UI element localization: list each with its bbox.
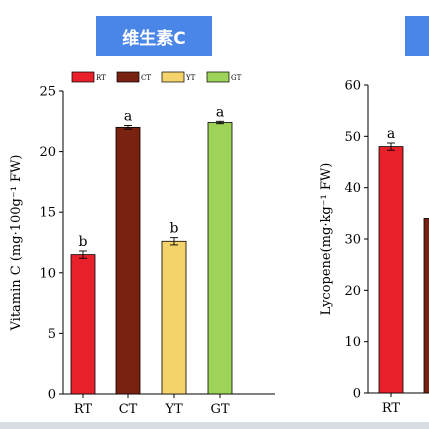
legend-swatch-rt [71,71,95,83]
legend-swatch-yt [161,71,185,83]
vitc-y-tick-label: 10 [39,266,56,281]
lyco-y-tick-label: 10 [344,335,361,350]
vitc-x-tick-label: GT [210,402,229,417]
vitc-y-tick-label: 0 [48,388,56,403]
vitc-bar-rt [70,254,96,395]
lyco-y-tick-label: 30 [344,233,361,248]
lyco-y-axis-label: Lycopene(mg·kg⁻¹ FW) [319,163,334,316]
lyco-bar-ct [423,218,429,394]
vitc-x-tick-label: RT [74,402,93,417]
vitc-significance-letter: a [216,104,224,120]
vitc-bar-yt [161,240,187,395]
chart-title-lycopene [405,16,429,56]
vitc-y-tick-label: 20 [39,145,56,160]
lyco-y-tick-label: 20 [344,284,361,299]
legend-label-rt: RT [96,74,106,82]
chart-title-vitamin-c: 维生素C [96,16,212,56]
vitc-significance-letter: b [170,221,179,237]
legend-label-ct: CT [141,74,151,82]
bottom-divider [0,422,429,429]
lyco-y-tick-label: 0 [353,387,361,402]
lyco-y-tick-label: 40 [344,181,361,196]
vitc-y-tick-label: 25 [39,85,56,100]
legend-label-yt: YT [185,74,196,82]
lyco-y-tick-label: 50 [344,130,361,145]
vitc-bar-ct [115,126,141,395]
lyco-significance-letter: a [387,126,395,142]
vitc-y-tick-label: 5 [48,327,56,342]
vitc-y-tick-label: 15 [39,206,56,221]
vitc-y-axis-label: Vitamin C (mg·100g⁻¹ FW) [9,154,24,331]
legend-label-gt: GT [231,74,242,82]
vitc-x-tick-label: CT [119,402,138,417]
lyco-x-tick-label: RT [382,401,401,416]
vitc-significance-letter: a [124,109,132,125]
vitc-bar-gt [207,122,233,395]
legend-swatch-gt [206,71,230,83]
vitc-x-tick-label: YT [164,402,183,417]
legend-swatch-ct [116,71,140,83]
lyco-bar-rt [378,146,404,394]
lyco-y-tick-label: 60 [344,79,361,94]
vitc-significance-letter: b [79,234,88,250]
